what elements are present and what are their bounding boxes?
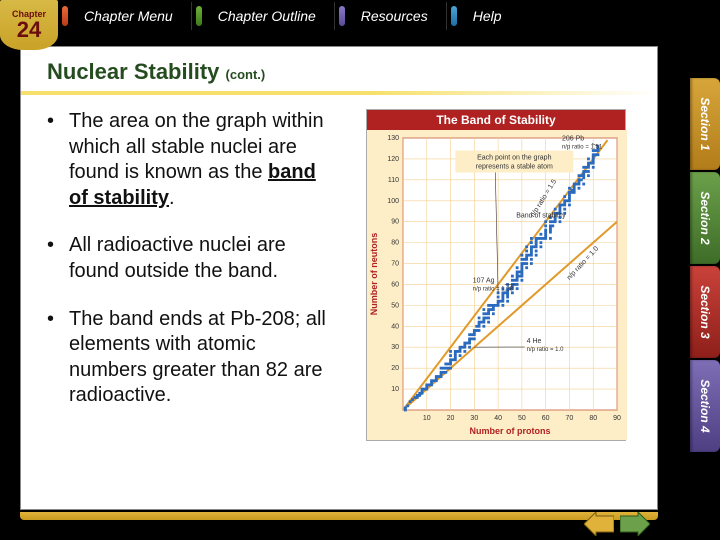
- svg-text:30: 30: [470, 415, 478, 422]
- svg-text:100: 100: [387, 198, 399, 205]
- svg-text:40: 40: [391, 323, 399, 330]
- svg-text:120: 120: [387, 156, 399, 163]
- svg-text:50: 50: [518, 415, 526, 422]
- svg-text:70: 70: [391, 261, 399, 268]
- nav-help-label: Help: [473, 8, 502, 24]
- section-tab[interactable]: [690, 266, 720, 358]
- svg-text:10: 10: [423, 415, 431, 422]
- svg-text:represents a stable atom: represents a stable atom: [476, 164, 553, 171]
- svg-text:90: 90: [391, 219, 399, 226]
- svg-text:20: 20: [447, 415, 455, 422]
- title-underline: [21, 91, 657, 95]
- svg-text:206 Pb: 206 Pb: [562, 135, 584, 142]
- nav-help[interactable]: Help: [447, 0, 520, 32]
- section-tab[interactable]: [690, 78, 720, 170]
- svg-text:Number of neutons: Number of neutons: [369, 233, 379, 316]
- main-area: Nuclear Stability (cont.) The area on th…: [0, 32, 720, 540]
- nav-chapter-menu[interactable]: Chapter Menu: [58, 0, 191, 32]
- bullet-item: All radioactive nuclei are found outside…: [59, 233, 339, 284]
- svg-text:Number of protons: Number of protons: [470, 426, 551, 436]
- slide-footer-bar: [20, 512, 658, 520]
- nav-resources-label: Resources: [361, 8, 428, 24]
- slide: Nuclear Stability (cont.) The area on th…: [20, 46, 658, 510]
- svg-text:10: 10: [391, 386, 399, 393]
- nav-chapter-menu-label: Chapter Menu: [84, 8, 173, 24]
- svg-text:40: 40: [494, 415, 502, 422]
- forward-arrow[interactable]: [620, 512, 650, 536]
- svg-text:80: 80: [589, 415, 597, 422]
- bullet-item: The band ends at Pb-208; all elements wi…: [59, 307, 339, 409]
- svg-text:90: 90: [613, 415, 621, 422]
- slide-body: The area on the graph within which all s…: [21, 99, 657, 451]
- chart-card: The Band of Stability 10 20 30 40 50 60 70 80 90…: [366, 109, 626, 441]
- chapter-badge: Chapter 24: [0, 0, 58, 50]
- top-nav: Chapter 24 Chapter Menu Chapter Outline …: [0, 0, 720, 32]
- svg-text:107 Ag: 107 Ag: [473, 277, 495, 284]
- svg-text:20: 20: [391, 365, 399, 372]
- chapter-number: 24: [17, 19, 41, 41]
- nav-chapter-outline-label: Chapter Outline: [218, 8, 316, 24]
- band-of-stability-chart: 10 20 30 40 50 60 70 80 90 10 20 30 40 50 60 70 80 90 100 1…: [367, 130, 627, 440]
- svg-text:n/p ratio = 1.0: n/p ratio = 1.0: [527, 347, 565, 353]
- nav-chapter-outline[interactable]: Chapter Outline: [192, 0, 334, 32]
- svg-text:60: 60: [391, 281, 399, 288]
- nav-resources[interactable]: Resources: [335, 0, 446, 32]
- svg-text:130: 130: [387, 135, 399, 142]
- section-tab[interactable]: [690, 172, 720, 264]
- chart-title: The Band of Stability: [367, 110, 625, 130]
- slide-title-cont: (cont.): [226, 67, 266, 82]
- section-tab[interactable]: [690, 360, 720, 452]
- svg-text:n/p ratio = 1.51: n/p ratio = 1.51: [562, 144, 603, 150]
- nav-arrows: [584, 512, 650, 536]
- chart-wrap: The Band of Stability 10 20 30 40 50 60 70 80 90…: [339, 109, 653, 441]
- svg-text:4 He: 4 He: [527, 338, 542, 345]
- bullet-item: The area on the graph within which all s…: [59, 109, 339, 211]
- svg-text:70: 70: [566, 415, 574, 422]
- svg-text:110: 110: [388, 177, 399, 184]
- slide-title: Nuclear Stability (cont.): [21, 47, 657, 91]
- svg-text:60: 60: [542, 415, 550, 422]
- svg-text:30: 30: [391, 344, 399, 351]
- svg-text:Each point on the graph: Each point on the graph: [477, 155, 551, 162]
- back-arrow[interactable]: [584, 512, 614, 536]
- section-tabs: [690, 78, 720, 452]
- svg-text:Band of stability: Band of stability: [516, 213, 566, 220]
- slide-title-text: Nuclear Stability: [47, 59, 219, 84]
- svg-text:80: 80: [391, 240, 399, 247]
- svg-text:n/p ratio = 1.28: n/p ratio = 1.28: [473, 286, 514, 292]
- svg-text:50: 50: [391, 302, 399, 309]
- bullet-list: The area on the graph within which all s…: [39, 109, 339, 441]
